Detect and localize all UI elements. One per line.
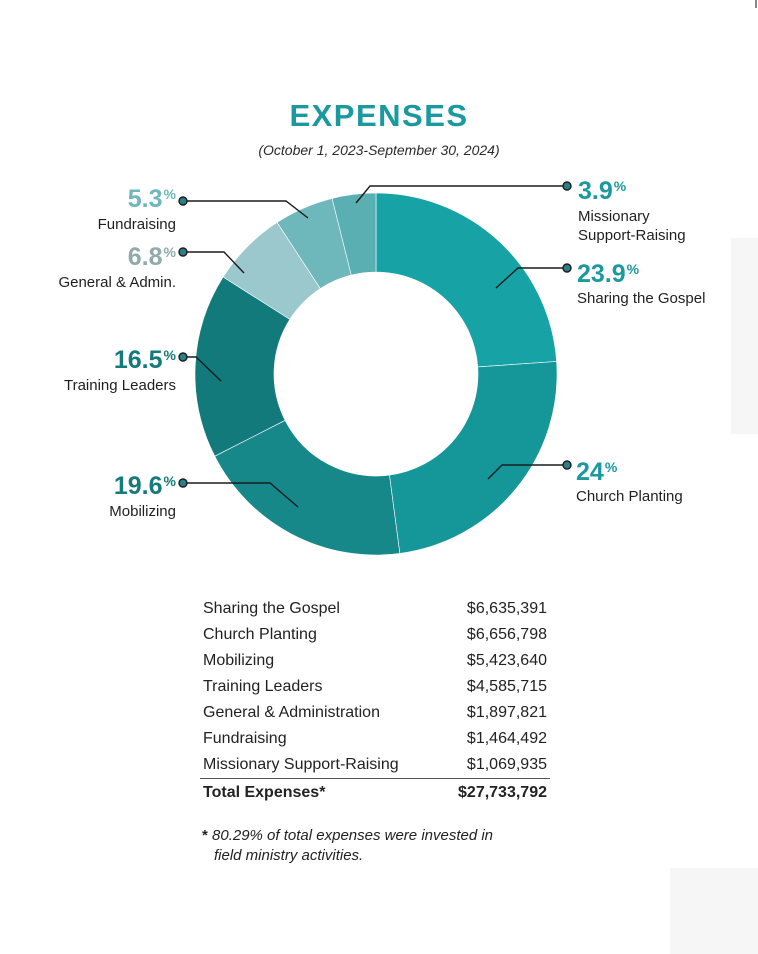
page-subtitle: (October 1, 2023-September 30, 2024) <box>258 142 500 158</box>
row-amount: $1,897,821 <box>466 703 547 721</box>
name-general: General & Admin. <box>58 274 176 291</box>
label-mobilizing: 19.6% Mobilizing <box>109 467 176 520</box>
label-general: 6.8% General & Admin. <box>58 238 176 291</box>
top-right-mark <box>755 0 757 8</box>
leader-dots <box>178 181 572 488</box>
leader-dot-church <box>562 460 572 470</box>
row-label: Fundraising <box>203 729 287 747</box>
slice-missionary-support-raising <box>331 192 377 276</box>
name-mobilizing: Mobilizing <box>109 503 176 520</box>
total-label: Total Expenses* <box>203 783 326 801</box>
expenses-table: Sharing the Gospel $6,635,391 Church Plan… <box>200 596 550 806</box>
donut-slices <box>194 192 558 556</box>
name-sharing: Sharing the Gospel <box>577 290 706 307</box>
slice-mobilizing <box>214 419 401 556</box>
row-amount: $1,069,935 <box>437 752 550 779</box>
row-label: Training Leaders <box>203 677 323 695</box>
label-missionary: 3.9% Missionary Support-Raising <box>578 172 686 244</box>
leader-line-training <box>184 356 222 382</box>
pct-sharing: 23.9% <box>577 260 640 288</box>
name-church: Church Planting <box>576 488 683 505</box>
leader-line-missionary <box>355 185 565 204</box>
leader-line-fundraising <box>184 200 309 219</box>
table-row: Training Leaders $4,585,715 <box>200 674 550 700</box>
footnote-text1: 80.29% of total expenses were invested i… <box>212 827 494 844</box>
total-row: Total Expenses* $27,733,792 <box>200 779 550 807</box>
leader-dot-fundraising <box>178 196 188 206</box>
total-amount: $27,733,792 <box>458 783 547 801</box>
row-amount: $5,423,640 <box>466 651 547 669</box>
label-fundraising: 5.3% Fundraising <box>98 180 176 233</box>
leader-line-general <box>184 251 245 274</box>
leader-line-mobilizing <box>184 482 299 508</box>
label-sharing: 23.9% Sharing the Gospel <box>577 255 705 307</box>
table-row: General & Administration $1,897,821 <box>200 700 550 726</box>
name-fundraising: Fundraising <box>97 216 176 233</box>
table-row: Missionary Support-Raising $1,069,935 <box>200 752 550 779</box>
bottom-right-panel <box>670 868 758 954</box>
table-row: Church Planting $6,656,798 <box>200 622 550 648</box>
leader-dot-general <box>178 247 188 257</box>
pct-training: 16.5% <box>113 346 176 374</box>
row-amount: $6,635,391 <box>466 599 547 617</box>
row-label: Missionary Support-Raising <box>200 752 438 779</box>
row-label: Mobilizing <box>203 651 275 669</box>
row-label: Church Planting <box>203 625 317 643</box>
leader-dot-mobilizing <box>178 478 188 488</box>
name-missionary-line2: Support-Raising <box>578 227 686 244</box>
right-edge-panel <box>731 238 758 434</box>
slice-sharing-the-gospel <box>375 192 557 368</box>
name-missionary-line1: Missionary <box>578 208 650 225</box>
table-row: Sharing the Gospel $6,635,391 <box>200 596 550 622</box>
slice-church-planting <box>389 361 558 554</box>
row-label: General & Administration <box>203 703 380 721</box>
table-row: Mobilizing $5,423,640 <box>200 648 550 674</box>
leader-line-church <box>487 464 565 480</box>
page-title: EXPENSES <box>289 98 469 133</box>
label-church: 24% Church Planting <box>576 453 683 505</box>
pct-church: 24% <box>576 458 618 486</box>
donut-chart <box>178 181 572 556</box>
row-amount: $4,585,715 <box>466 677 547 695</box>
footnote: * 80.29% of total expenses were invested… <box>202 826 562 866</box>
label-training: 16.5% Training Leaders <box>64 341 176 394</box>
leader-line-sharing <box>495 267 565 289</box>
footnote-line2: field ministry activities. <box>214 847 364 864</box>
leader-dot-training <box>178 352 188 362</box>
row-amount: $6,656,798 <box>466 625 547 643</box>
name-training: Training Leaders <box>63 377 176 394</box>
pct-missionary: 3.9% <box>578 177 627 205</box>
pct-fundraising: 5.3% <box>127 185 176 213</box>
footnote-line1: * 80.29% of total expenses were invested… <box>202 826 562 846</box>
footnote-star: * <box>202 827 208 844</box>
row-amount: $1,464,492 <box>466 729 547 747</box>
pct-mobilizing: 19.6% <box>113 472 176 500</box>
row-label: Sharing the Gospel <box>203 599 340 617</box>
leader-dot-missionary <box>562 181 572 191</box>
leader-lines <box>184 185 565 508</box>
leader-dot-sharing <box>562 263 572 273</box>
table-row: Fundraising $1,464,492 <box>200 726 550 752</box>
pct-general: 6.8% <box>127 243 176 271</box>
